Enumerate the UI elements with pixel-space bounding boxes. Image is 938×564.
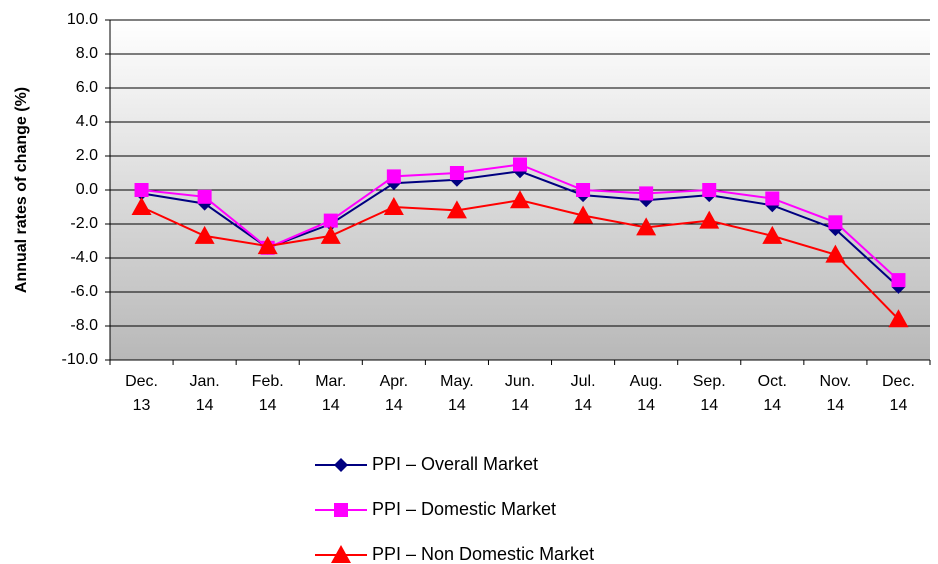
data-point xyxy=(134,183,149,197)
data-point xyxy=(891,273,906,288)
data-point xyxy=(576,183,591,197)
legend-marker xyxy=(334,458,348,472)
data-point xyxy=(888,309,909,328)
y-tick-label: 4.0 xyxy=(76,113,98,130)
data-point xyxy=(762,225,783,244)
data-point xyxy=(383,197,404,215)
y-axis-label: Annual rates of change (%) xyxy=(13,87,30,293)
x-tick-label: May. 14 xyxy=(440,373,474,414)
legend-label: PPI – Domestic Market xyxy=(372,499,556,519)
y-tick-label: 0.0 xyxy=(76,181,98,198)
x-tick-label: Sep. 14 xyxy=(692,373,726,414)
x-tick-label: Mar. 14 xyxy=(315,373,347,414)
y-tick-label: 8.0 xyxy=(76,45,98,62)
data-point xyxy=(386,169,401,184)
data-point xyxy=(257,236,278,255)
legend-marker xyxy=(331,545,351,563)
x-tick-label: Dec. 13 xyxy=(125,373,158,414)
y-tick-label: -2.0 xyxy=(70,215,98,232)
data-point xyxy=(510,190,530,209)
y-tick-label: 10.0 xyxy=(67,11,98,28)
data-point xyxy=(636,217,657,236)
data-point xyxy=(699,210,720,229)
x-tick-label: Jan. 14 xyxy=(189,373,220,414)
data-point xyxy=(573,205,594,224)
x-tick-label: Feb. 14 xyxy=(251,373,284,414)
data-point xyxy=(513,157,527,172)
data-point xyxy=(131,197,152,215)
data-point xyxy=(639,186,654,201)
data-point xyxy=(197,189,212,204)
y-tick-label: -8.0 xyxy=(70,317,98,334)
data-point xyxy=(449,166,464,180)
x-tick-label: Jul. 14 xyxy=(570,373,596,414)
data-point xyxy=(446,200,467,219)
data-point xyxy=(323,213,338,228)
data-point xyxy=(765,191,780,206)
y-tick-label: -10.0 xyxy=(62,351,99,368)
data-point xyxy=(825,244,846,263)
legend-marker xyxy=(334,503,348,517)
x-tick-label: Nov. 14 xyxy=(819,373,852,414)
x-tick-label: Dec. 14 xyxy=(882,373,915,414)
x-tick-label: Apr. 14 xyxy=(379,373,409,414)
y-tick-label: -4.0 xyxy=(70,249,98,266)
y-tick-label: 6.0 xyxy=(76,79,98,96)
y-tick-label: -6.0 xyxy=(70,283,98,300)
data-point xyxy=(320,225,341,244)
x-tick-label: Oct. 14 xyxy=(757,373,787,414)
data-point xyxy=(194,225,215,244)
x-tick-label: Jun. 14 xyxy=(504,373,536,414)
y-tick-label: 2.0 xyxy=(76,147,98,164)
data-point xyxy=(828,215,843,230)
legend-label: PPI – Non Domestic Market xyxy=(372,544,594,564)
legend-label: PPI – Overall Market xyxy=(372,454,538,474)
x-tick-label: Aug. 14 xyxy=(629,373,663,414)
data-point xyxy=(702,183,717,197)
